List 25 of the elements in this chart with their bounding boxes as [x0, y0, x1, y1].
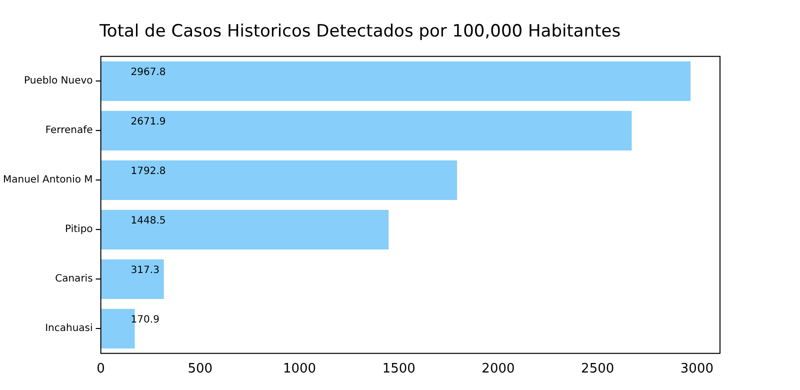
y-tick-label: Pueblo Nuevo — [24, 76, 93, 87]
bar — [100, 110, 632, 150]
x-tick-label: 1000 — [282, 362, 316, 377]
y-tick-label: Pitipo — [65, 224, 93, 236]
y-tick-label: Incahuasi — [45, 323, 93, 334]
chart-title: Total de Casos Historicos Detectados por 100,000 Habitantes — [98, 22, 621, 42]
x-tick-label: 1500 — [382, 362, 416, 377]
bar — [100, 160, 458, 200]
bar — [100, 61, 691, 101]
data-label: 1792.8 — [130, 166, 166, 177]
x-tick-label: 0 — [96, 362, 105, 377]
x-tick-label: 2500 — [581, 362, 614, 377]
data-label: 2671.9 — [130, 116, 166, 128]
x-tick-label: 3000 — [680, 362, 714, 377]
data-label: 317.3 — [130, 264, 160, 276]
data-label: 1448.5 — [130, 215, 166, 226]
y-tick-label: Manuel Antonio M — [2, 174, 93, 186]
bar — [100, 210, 389, 250]
data-label: 2967.8 — [130, 66, 166, 78]
x-tick-label: 500 — [188, 362, 213, 377]
bar — [100, 259, 164, 299]
x-tick-label: 2000 — [482, 362, 515, 377]
y-tick-label: Canaris — [55, 274, 93, 285]
data-label: 170.9 — [130, 314, 160, 326]
y-tick-label: Ferrenafe — [45, 125, 93, 136]
